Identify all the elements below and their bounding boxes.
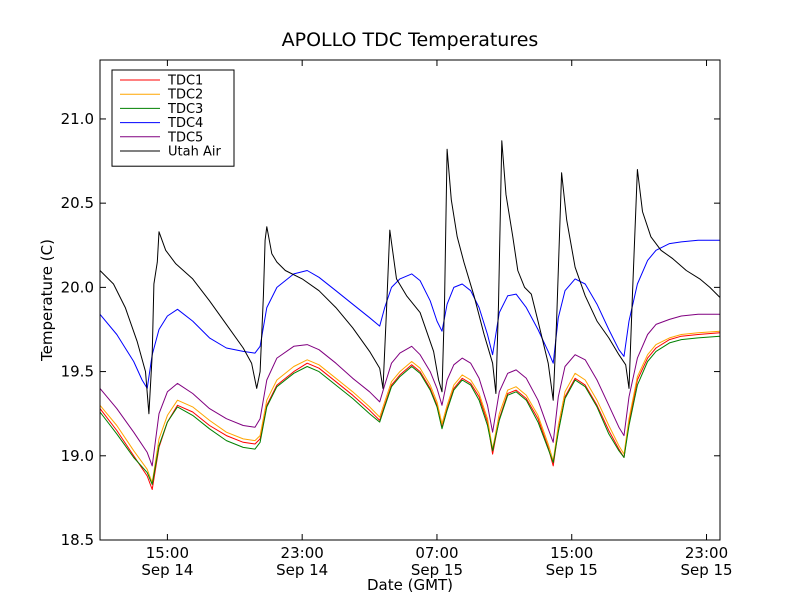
x-tick-label-time: 23:00 xyxy=(281,544,324,562)
x-tick-label-time: 15:00 xyxy=(550,544,593,562)
x-tick-label-time: 15:00 xyxy=(146,544,189,562)
y-tick-label: 21.0 xyxy=(61,110,94,128)
legend-label: Utah Air xyxy=(168,145,221,160)
y-tick-label: 19.0 xyxy=(61,447,94,465)
x-tick-label-date: Sep 15 xyxy=(411,561,463,579)
y-tick-label: 18.5 xyxy=(61,531,94,549)
x-tick-label-date: Sep 15 xyxy=(680,561,732,579)
legend-label: TDC3 xyxy=(167,102,203,117)
plot-frame xyxy=(99,59,721,541)
legend-label: TDC4 xyxy=(167,116,203,131)
x-tick-label-time: 07:00 xyxy=(415,544,458,562)
x-tick-label-time: 23:00 xyxy=(685,544,728,562)
y-tick-label: 20.5 xyxy=(61,194,94,212)
legend-label: TDC1 xyxy=(167,74,203,89)
legend-label: TDC2 xyxy=(167,88,203,103)
y-axis-label: Temperature (C) xyxy=(38,239,56,362)
x-tick-label-date: Sep 14 xyxy=(141,561,193,579)
series-line-utah-air xyxy=(99,140,721,415)
chart-title: APOLLO TDC Temperatures xyxy=(282,29,539,51)
series-line-tdc4 xyxy=(99,239,720,389)
legend-box xyxy=(111,69,235,167)
y-tick-label: 20.0 xyxy=(61,278,94,296)
x-axis-label: Date (GMT) xyxy=(367,576,453,594)
x-tick-label-date: Sep 15 xyxy=(546,561,598,579)
legend-label: TDC5 xyxy=(167,130,203,145)
y-axis: 18.5 19.0 19.5 20.0 20.5 21.0 xyxy=(61,110,720,549)
y-tick-label: 19.5 xyxy=(61,363,94,381)
series-line-tdc3 xyxy=(99,335,721,485)
series-line-tdc5 xyxy=(99,313,720,467)
series-line-tdc2 xyxy=(99,330,721,484)
plot-area xyxy=(99,140,721,490)
x-tick-label-date: Sep 14 xyxy=(276,561,328,579)
